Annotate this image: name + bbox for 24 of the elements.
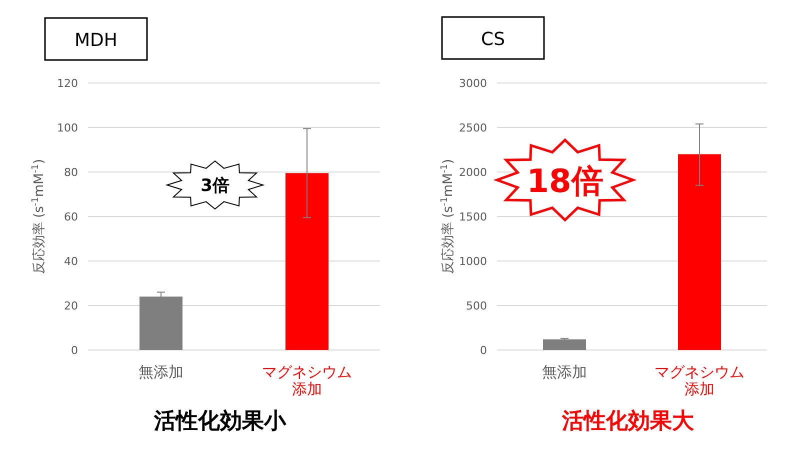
y-tick-label: 1000 <box>459 255 487 268</box>
y-tick-label: 20 <box>64 300 78 312</box>
y-tick-label: 80 <box>64 166 78 179</box>
text: 活性化効果小 <box>153 409 287 434</box>
y-tick-label: 1500 <box>459 210 487 224</box>
x-tick-label: 無添加 <box>138 363 184 381</box>
x-tick-label: マグネシウム添加 <box>262 363 352 398</box>
y-tick-label: 0 <box>480 344 487 357</box>
y-tick-label: 2000 <box>459 166 487 179</box>
y-tick-label: 40 <box>64 255 78 268</box>
annotation: 3倍 <box>200 176 230 196</box>
y-tick-label: 100 <box>57 122 78 134</box>
y-tick-label: 0 <box>71 344 78 357</box>
y-tick-label: 120 <box>57 77 78 90</box>
y-tick-label: 2500 <box>459 122 487 134</box>
chart-title: CS <box>481 29 505 50</box>
text: 活性化効果大 <box>561 409 695 434</box>
y-tick-label: 3000 <box>459 77 487 90</box>
x-tick-label: マグネシウム添加 <box>654 363 744 398</box>
y-tick-label: 60 <box>64 210 78 224</box>
chart-title: MDH <box>74 30 118 51</box>
x-tick-label: 無添加 <box>542 363 587 381</box>
y-tick-label: 500 <box>466 300 487 312</box>
annotation: 18倍 <box>526 162 604 200</box>
